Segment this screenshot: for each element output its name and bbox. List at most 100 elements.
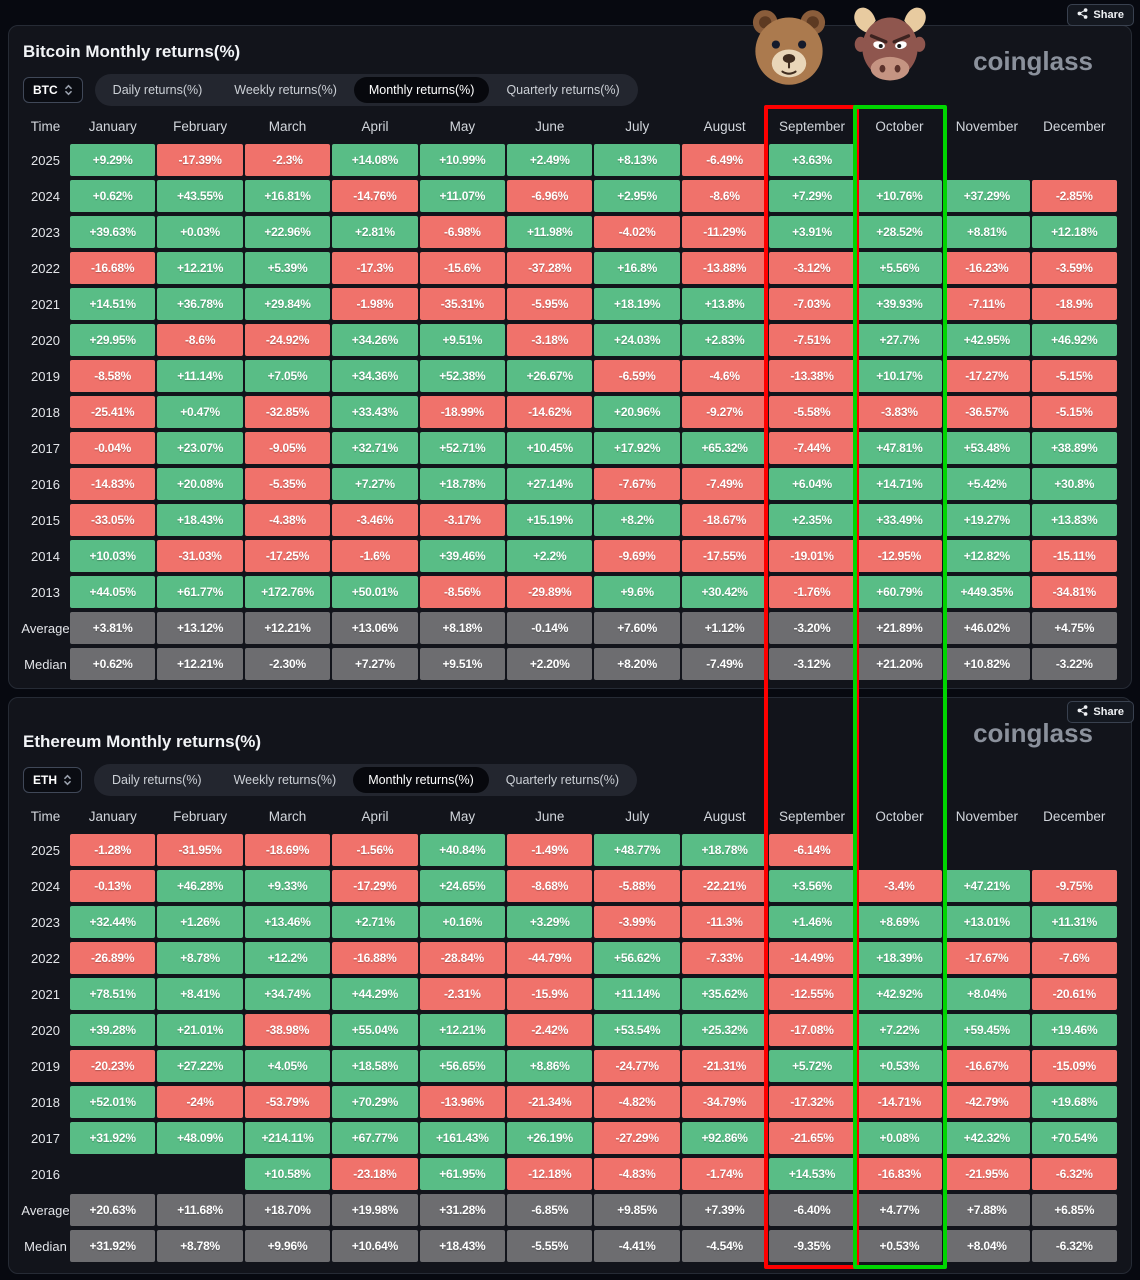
return-cell: +11.98% (507, 216, 593, 248)
return-cell: -16.68% (70, 252, 156, 284)
return-cell: +3.81% (70, 612, 156, 644)
table-row-2023: 2023 +39.63% +0.03% +22.96% +2.81% -6.98% +11.… (23, 216, 1117, 248)
ethereum-controls: ETH Daily returns(%) Weekly returns(%) Mon… (23, 764, 1117, 796)
return-cell: +7.27% (332, 648, 418, 680)
symbol-select-eth[interactable]: ETH (23, 767, 82, 793)
return-cell: -22.21% (681, 870, 768, 902)
return-cell: +61.95% (419, 1158, 506, 1190)
return-cell: +1.26% (157, 906, 243, 938)
return-cell: -6.49% (681, 144, 768, 176)
return-cell: -6.85% (507, 1194, 593, 1226)
return-cell: +48.09% (157, 1122, 243, 1154)
tab-weekly-returns[interactable]: Weekly returns(%) (234, 83, 337, 97)
return-cell: -7.67% (594, 468, 680, 500)
return-cell: +4.05% (244, 1050, 331, 1082)
time-column-header: Time (30, 118, 61, 134)
return-cell: -5.15% (1031, 396, 1117, 428)
table-row-average: Average +20.63% +11.68% +18.70% +19.98% +31.2… (21, 1194, 1117, 1226)
share-button-ethereum[interactable]: Share (1067, 701, 1134, 723)
return-cell: +9.85% (594, 1194, 680, 1226)
return-cell: +78.51% (70, 978, 156, 1010)
month-header-october: October (875, 118, 924, 134)
tab-quarterly-returns[interactable]: Quarterly returns(%) (506, 83, 620, 97)
table-row-2019: 2019 -20.23% +27.22% +4.05% +18.58% +56.65% +8… (23, 1050, 1117, 1082)
return-cell: +16.81% (244, 180, 331, 212)
return-cell: +52.38% (419, 360, 506, 392)
returns-tabbar: Daily returns(%) Weekly returns(%) Monthly… (94, 74, 638, 106)
return-cell: +17.92% (594, 432, 680, 464)
return-cell: +44.29% (332, 978, 418, 1010)
tab-weekly-returns[interactable]: Weekly returns(%) (233, 773, 337, 787)
return-cell: +59.45% (944, 1014, 1030, 1046)
return-cell: +55.04% (332, 1014, 418, 1046)
month-header-september: September (779, 808, 846, 824)
return-cell: +27.22% (157, 1050, 243, 1082)
return-cell: +21.20% (856, 648, 943, 680)
return-cell: -6.59% (594, 360, 680, 392)
return-cell (857, 834, 942, 866)
table-header-row: Time January February March April May June July… (23, 804, 1117, 828)
row-label: 2023 (31, 914, 60, 930)
return-cell: -1.49% (507, 834, 593, 866)
return-cell: +0.03% (157, 216, 243, 248)
return-cell: +34.26% (332, 324, 418, 356)
return-cell: +9.51% (419, 324, 506, 356)
return-cell: +3.63% (769, 144, 855, 176)
return-cell: +20.63% (70, 1194, 156, 1226)
return-cell: +13.12% (157, 612, 243, 644)
row-label: Median (24, 1238, 67, 1254)
return-cell: +13.83% (1031, 504, 1117, 536)
return-cell (857, 144, 942, 176)
row-label: Average (21, 620, 70, 636)
return-cell: +1.46% (769, 906, 855, 938)
table-row-2022: 2022 -16.68% +12.21% +5.39% -17.3% -15.6% -37.… (23, 252, 1117, 284)
return-cell: -1.56% (332, 834, 418, 866)
share-button-bitcoin[interactable]: Share (1067, 4, 1134, 26)
return-cell: +0.62% (70, 648, 156, 680)
month-header-march: March (268, 808, 307, 824)
return-cell: -8.6% (157, 324, 243, 356)
bull-emoji-icon (848, 4, 932, 93)
return-cell: +34.36% (332, 360, 418, 392)
tab-quarterly-returns[interactable]: Quarterly returns(%) (505, 773, 620, 787)
return-cell: -16.88% (332, 942, 418, 974)
return-cell: -2.85% (1031, 180, 1117, 212)
return-cell: +67.77% (332, 1122, 418, 1154)
return-cell: +30.8% (1031, 468, 1117, 500)
return-cell: +10.64% (332, 1230, 418, 1262)
return-cell: +32.71% (332, 432, 418, 464)
return-cell: +24.65% (419, 870, 506, 902)
return-cell: -24.77% (594, 1050, 680, 1082)
return-cell: -24.92% (244, 324, 331, 356)
tab-daily-returns[interactable]: Daily returns(%) (112, 773, 202, 787)
symbol-select-btc[interactable]: BTC (23, 77, 83, 103)
return-cell: -6.96% (507, 180, 593, 212)
return-cell: +18.43% (419, 1230, 506, 1262)
return-cell: -1.28% (70, 834, 156, 866)
return-cell: -7.03% (769, 288, 855, 320)
return-cell: -32.85% (244, 396, 331, 428)
tab-monthly-returns[interactable]: Monthly returns(%) (353, 77, 490, 103)
tab-daily-returns[interactable]: Daily returns(%) (112, 83, 203, 97)
return-cell: -17.29% (332, 870, 418, 902)
return-cell: +11.68% (157, 1194, 243, 1226)
return-cell: -9.69% (594, 540, 680, 572)
return-cell: -13.38% (769, 360, 855, 392)
return-cell: -11.3% (681, 906, 768, 938)
tab-monthly-returns[interactable]: Monthly returns(%) (353, 767, 489, 793)
return-cell: +10.17% (856, 360, 943, 392)
return-cell: +5.39% (244, 252, 331, 284)
return-cell: -7.33% (681, 942, 768, 974)
return-cell: -3.20% (769, 612, 855, 644)
row-label: 2013 (31, 584, 60, 600)
return-cell: +42.95% (944, 324, 1030, 356)
return-cell: -9.27% (681, 396, 768, 428)
return-cell (1032, 834, 1117, 866)
return-cell: +19.27% (944, 504, 1030, 536)
row-label: 2014 (31, 548, 60, 564)
return-cell: +6.04% (769, 468, 855, 500)
return-cell: +23.07% (157, 432, 243, 464)
return-cell: -0.04% (70, 432, 156, 464)
return-cell: +10.45% (507, 432, 593, 464)
table-row-2016: 2016 -14.83% +20.08% -5.35% +7.27% +18.78% +27… (23, 468, 1117, 500)
